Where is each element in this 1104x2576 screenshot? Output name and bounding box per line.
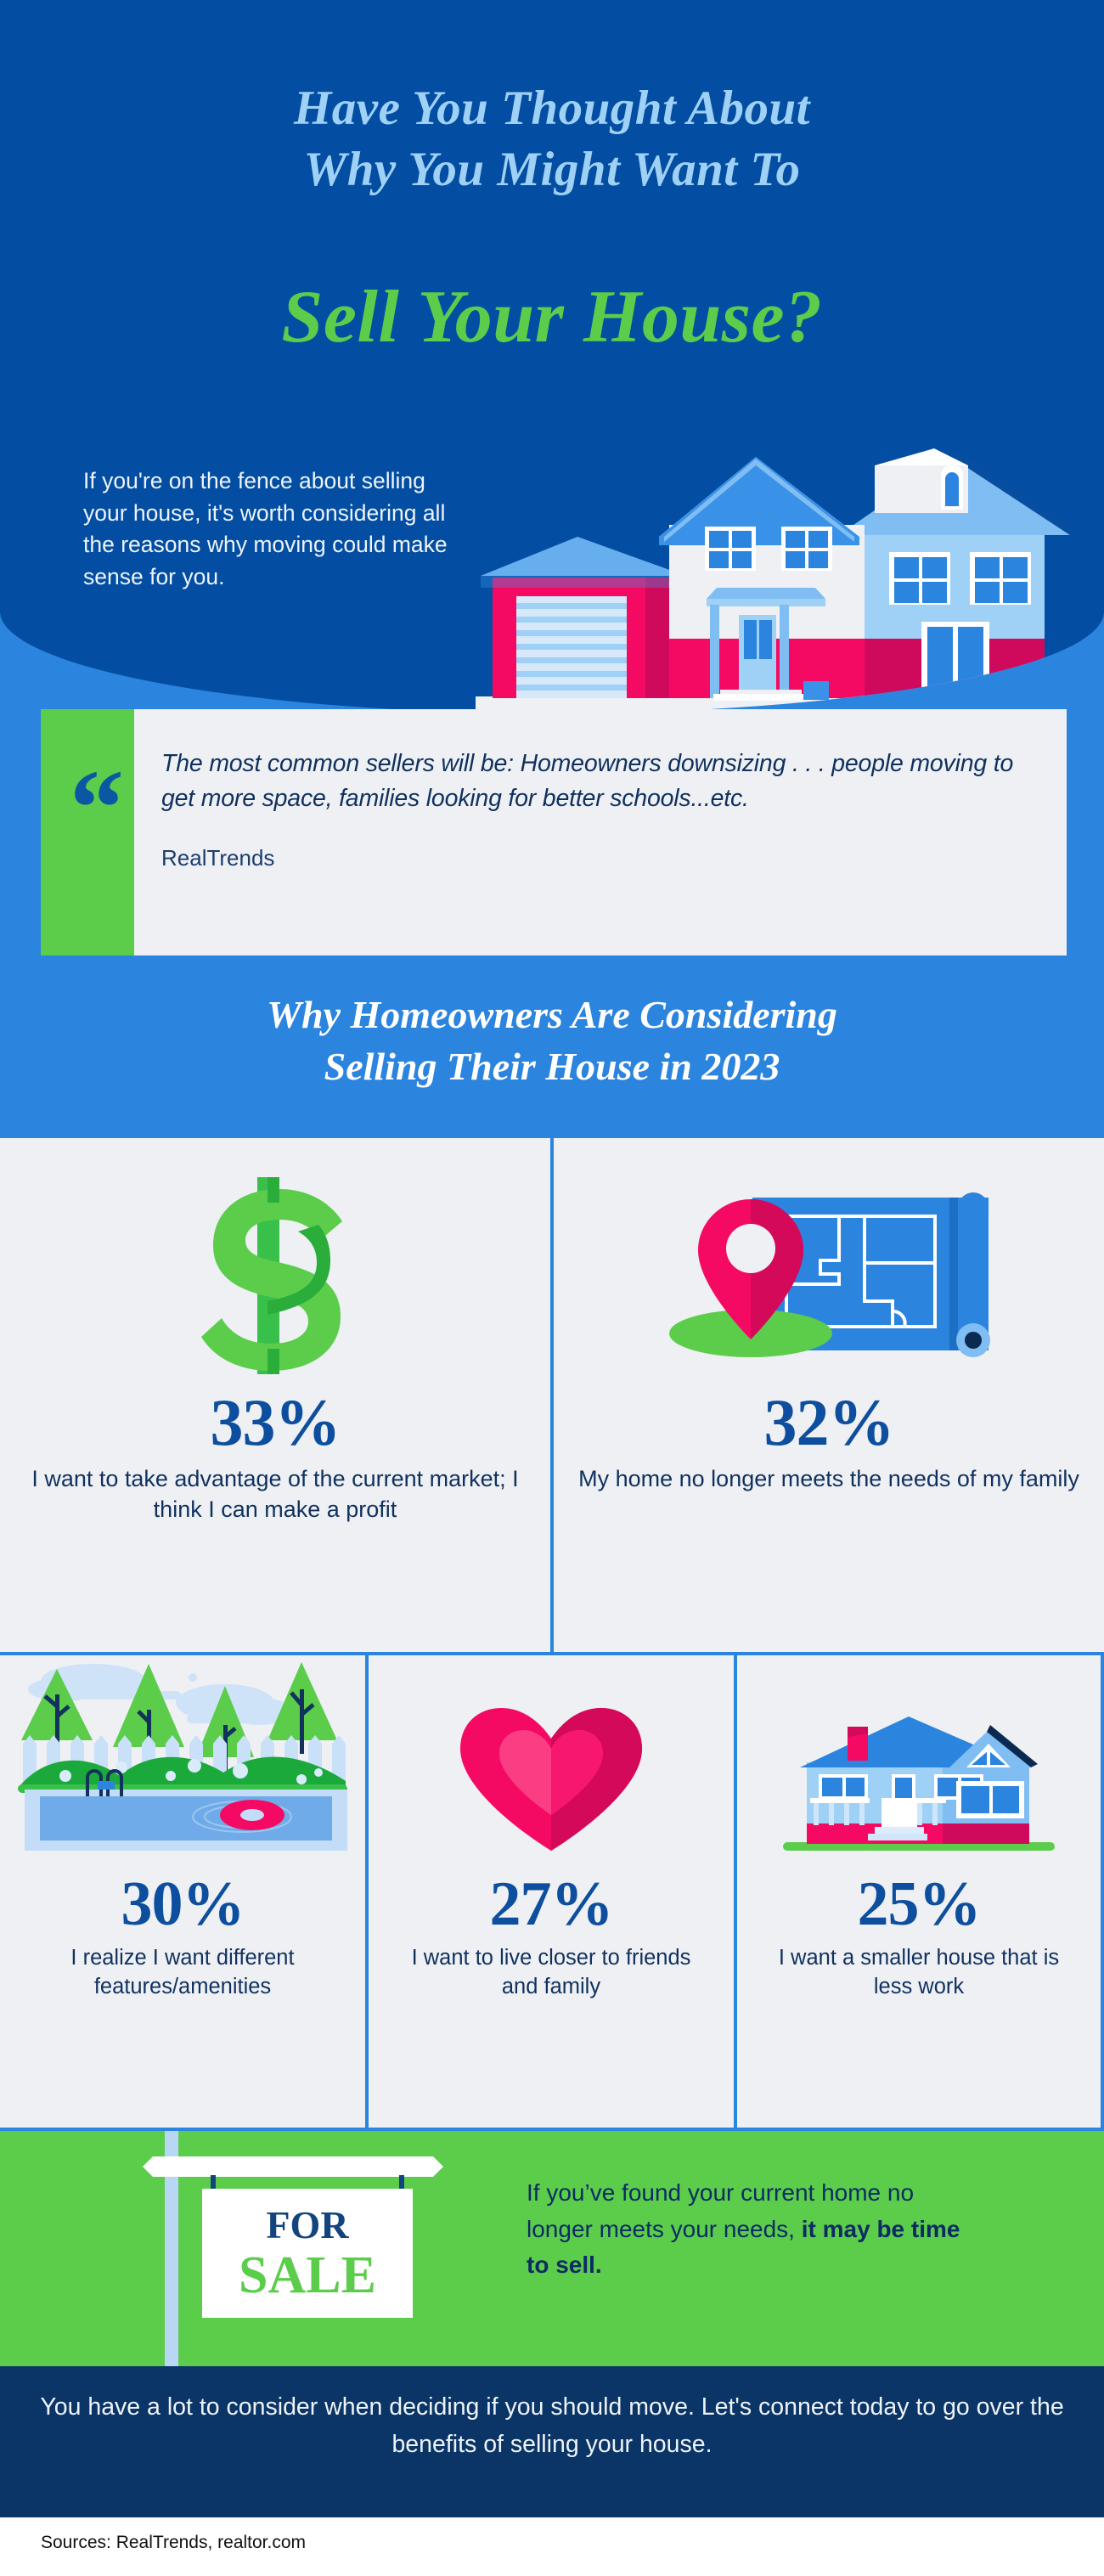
quote-body: The most common sellers will be: Homeown… [134, 709, 1067, 955]
hero-title-line-1: Have You Thought About [293, 82, 811, 135]
cta-text-plain: If you’ve found your current home no lon… [527, 2179, 915, 2242]
stat-card-30: 30% I realize I want different features/… [0, 1655, 365, 2128]
stat-art [737, 1655, 1101, 1857]
stat-percent: 27% [489, 1869, 614, 1939]
stat-card-32: 32% My home no longer meets the needs of… [554, 1138, 1104, 1652]
stat-row-1: 33% I want to take advantage of the curr… [0, 1138, 1104, 1652]
stat-percent: 25% [857, 1869, 982, 1939]
cta-text: If you’ve found your current home no lon… [527, 2175, 968, 2284]
quote-source: RealTrends [161, 845, 275, 871]
hero-section: Have You Thought About Why You Might Wan… [0, 0, 1104, 713]
two-story-house-with-garage-illustration [476, 448, 1087, 713]
section-heading-line-1: Why Homeowners Are Considering [267, 993, 837, 1036]
stat-art [369, 1655, 734, 1857]
stat-art [0, 1138, 550, 1374]
stat-card-25: 25% I want a smaller house that is less … [737, 1655, 1101, 2128]
cta-section: FOR SALE If you’ve found your current ho… [0, 2131, 1104, 2366]
stat-art [554, 1138, 1104, 1374]
stat-description: I want to take advantage of the current … [31, 1466, 519, 1522]
dollar-sign-icon [201, 1177, 342, 1374]
quote-text: The most common sellers will be: Homeown… [161, 750, 1014, 813]
for-sale-sign-icon: FOR SALE [143, 2131, 443, 2366]
section-heading-line-2: Selling Their House in 2023 [324, 1045, 780, 1089]
grid-divider-vertical [734, 1655, 737, 2128]
stat-description: I realize I want different features/amen… [70, 1946, 295, 1998]
stat-grid: 33% I want to take advantage of the curr… [0, 1138, 1104, 2128]
map-pin-blueprint-icon [669, 1192, 990, 1357]
grid-divider-vertical [550, 1138, 554, 1652]
stat-description: My home no longer meets the needs of my … [578, 1466, 1079, 1491]
stat-art [0, 1655, 365, 1857]
footer-section: You have a lot to consider when deciding… [0, 2366, 1104, 2517]
footer-text: You have a lot to consider when deciding… [40, 2393, 1064, 2459]
backyard-pool-icon [13, 1662, 352, 1851]
grid-divider-vertical [365, 1655, 369, 2128]
hero-title-accent: Sell Your House? [281, 276, 823, 358]
small-house-icon [783, 1716, 1055, 1851]
hero-lede: If you're on the fence about selling you… [83, 468, 448, 589]
stat-row-2: 30% I realize I want different features/… [0, 1655, 1104, 2128]
heart-icon [460, 1708, 642, 1851]
quote-accent-bar: “ [41, 709, 134, 955]
hero-title: Have You Thought About Why You Might Wan… [0, 78, 1104, 200]
stat-card-33: 33% I want to take advantage of the curr… [0, 1138, 550, 1652]
sign-text-sale: SALE [239, 2246, 376, 2304]
section-heading: Why Homeowners Are Considering Selling T… [0, 989, 1104, 1092]
quote-mark-icon: “ [70, 747, 124, 868]
hero-title-line-2: Why You Might Want To [303, 142, 801, 196]
quote-block: “ The most common sellers will be: Homeo… [41, 709, 1067, 955]
sources-text: Sources: RealTrends, realtor.com [41, 2533, 307, 2552]
stat-percent: 33% [210, 1385, 341, 1459]
stat-description: I want a smaller house that is less work [778, 1946, 1060, 1998]
stat-percent: 32% [763, 1385, 895, 1459]
sources-bar: Sources: RealTrends, realtor.com [0, 2517, 1104, 2576]
cta-text-bold: it may be time to sell. [527, 2215, 960, 2279]
stat-description: I want to live closer to friends and fam… [411, 1946, 691, 1998]
sign-text-for: FOR [266, 2203, 349, 2246]
stat-percent: 30% [121, 1869, 245, 1939]
stat-card-27: 27% I want to live closer to friends and… [369, 1655, 734, 2128]
